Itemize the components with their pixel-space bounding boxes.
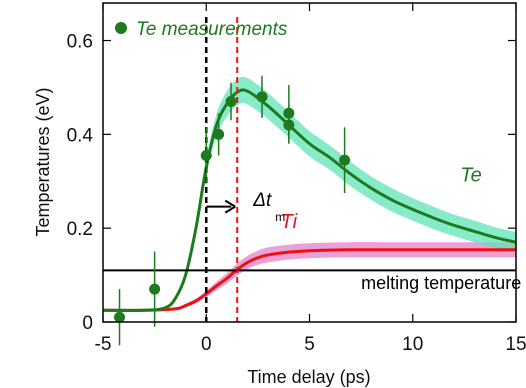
x-tick-label: 15 <box>505 334 526 355</box>
x-tick-label: 5 <box>304 334 315 355</box>
delta-t-subscript: m <box>275 210 285 224</box>
te-measurement-point <box>256 91 268 103</box>
te-measurement-point <box>225 96 237 108</box>
y-tick-label: 0.4 <box>67 125 94 146</box>
x-tick-label: -5 <box>95 334 112 355</box>
y-axis-label: Temperatures (eV) <box>33 87 53 236</box>
te-measurement-point <box>283 119 295 131</box>
x-tick-label: 10 <box>402 334 423 355</box>
legend-label: Te measurements <box>136 19 288 40</box>
te-measurement-point <box>149 283 161 295</box>
te-curve <box>103 88 516 312</box>
ti-curve <box>103 248 516 312</box>
x-tick-label: 0 <box>201 334 212 355</box>
te-measurement-point <box>339 154 351 166</box>
te-measurement-point <box>213 128 225 140</box>
x-axis-label: Time delay (ps) <box>247 367 370 387</box>
model-curves <box>103 88 516 312</box>
measurement-points <box>114 75 351 346</box>
delta-t-arrow <box>206 199 236 214</box>
delta-t-arrow-head <box>224 199 236 214</box>
te-measurement-point <box>114 311 126 323</box>
y-tick-label: 0.6 <box>67 32 93 53</box>
te-curve-label: Te <box>460 164 482 186</box>
legend-marker <box>115 22 127 34</box>
legend: Te measurements <box>115 19 288 40</box>
melting-temperature-label: melting temperature <box>361 273 521 293</box>
y-tick-label: 0 <box>82 313 93 334</box>
annotations: Te Ti melting temperature Δt m <box>206 164 521 293</box>
x-axis-ticks: -5 0 5 10 15 <box>95 3 526 355</box>
te-measurement-point <box>200 149 212 161</box>
y-tick-label: 0.2 <box>67 219 93 240</box>
ti-curve-label: Ti <box>281 211 298 233</box>
delta-t-label: Δt <box>252 190 272 211</box>
y-axis-ticks: 0 0.2 0.4 0.6 <box>67 32 516 334</box>
